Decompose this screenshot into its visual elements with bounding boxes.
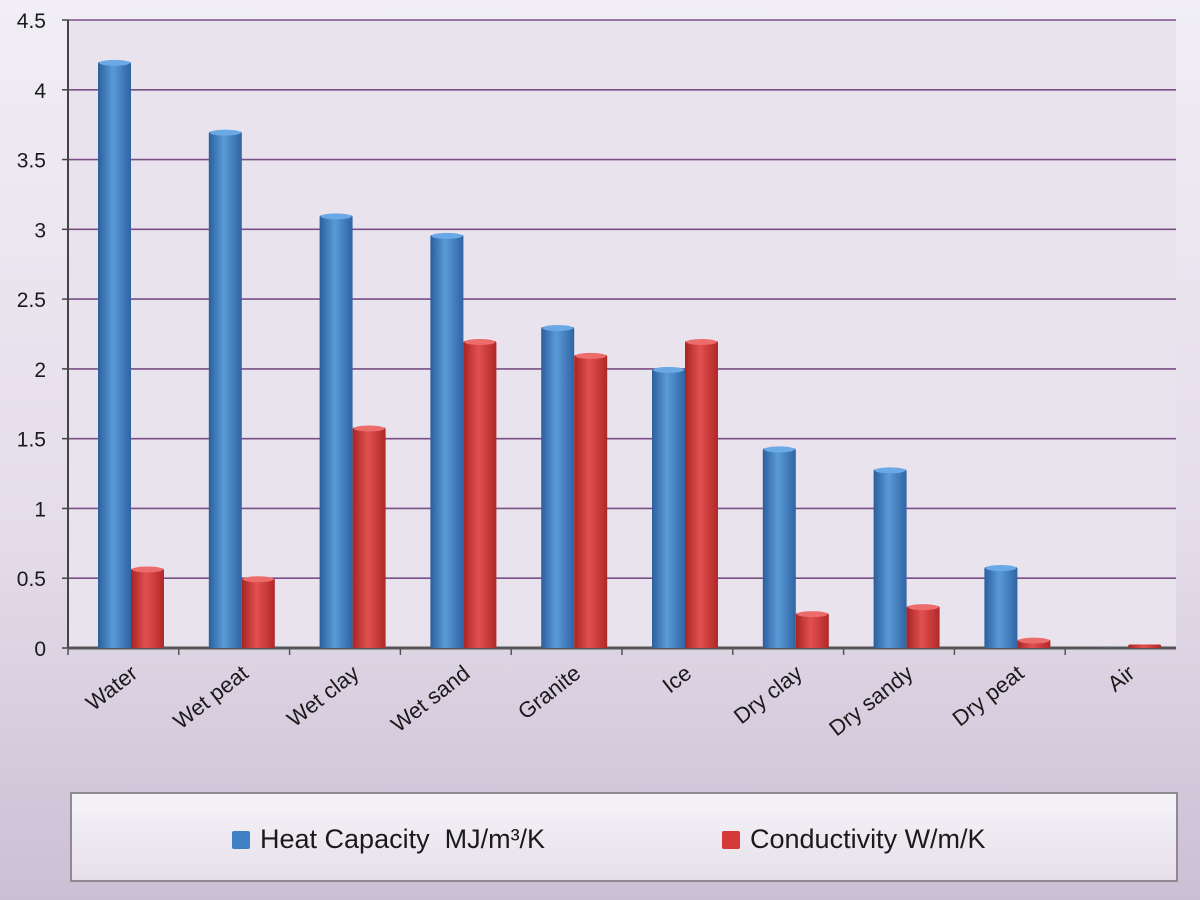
heat-capacity-bar: [430, 234, 464, 648]
y-tick-label: 0.5: [17, 568, 46, 591]
heat-capacity-bar-cap: [542, 325, 574, 332]
heat-capacity-bar: [208, 131, 242, 649]
conductivity-bar: [352, 427, 386, 648]
x-tick-label: Granite: [513, 660, 585, 724]
heat-capacity-bar-cap: [985, 565, 1017, 572]
legend-label-conductivity: Conductivity W/m/K: [750, 824, 986, 854]
x-tick-label: Water: [81, 660, 142, 715]
conductivity-bar: [463, 340, 497, 648]
heat-capacity-bar-cap: [874, 467, 906, 474]
conductivity-bar-cap: [353, 425, 385, 432]
heat-capacity-bar-cap: [763, 446, 795, 453]
heat-capacity-bar: [98, 61, 131, 649]
y-tick-label: 1: [34, 498, 46, 521]
heat-capacity-bar: [541, 327, 575, 648]
conductivity-bar-cap: [686, 338, 717, 345]
y-tick-label: 4: [34, 80, 46, 103]
legend: Heat Capacity MJ/m³/K Conductivity W/m/K: [70, 792, 1178, 882]
heat-capacity-bar: [984, 567, 1018, 648]
conductivity-bar-cap: [907, 604, 939, 611]
conductivity-bar-cap: [132, 566, 163, 573]
x-tick-label: Wet sand: [386, 660, 474, 737]
heat-capacity-bar-cap: [431, 232, 463, 239]
conductivity-bar-cap: [242, 576, 274, 583]
heat-capacity-bar-cap: [320, 213, 352, 220]
y-tick-label: 0: [34, 638, 46, 661]
conductivity-bar-cap: [796, 611, 828, 618]
x-tick-label: Ice: [658, 660, 697, 698]
x-tick-label: Wet peat: [168, 660, 252, 734]
conductivity-bar-cap: [464, 338, 496, 345]
x-tick-label: Dry clay: [729, 660, 807, 729]
legend-label-heat-capacity: Heat Capacity MJ/m³/K: [260, 824, 546, 854]
plot-area: [68, 20, 1176, 648]
x-tick-label: Air: [1103, 660, 1140, 696]
conductivity-bar-cap: [1018, 637, 1050, 644]
conductivity-bar: [906, 606, 940, 648]
y-tick-label: 1.5: [17, 429, 46, 452]
conductivity-bar-cap: [575, 352, 607, 359]
heat-capacity-bar: [873, 469, 907, 648]
y-tick-label: 2.5: [17, 289, 46, 312]
heat-capacity-bar: [762, 448, 796, 648]
x-tick-label: Dry sandy: [824, 660, 917, 741]
bars: [98, 59, 1162, 649]
conductivity-bar: [131, 568, 164, 648]
x-tick-label: Wet clay: [282, 660, 364, 731]
conductivity-bar: [1128, 644, 1162, 648]
heat-capacity-bar-cap: [99, 59, 130, 66]
heat-capacity-bar: [319, 215, 353, 648]
legend-swatch-heat-capacity: [232, 830, 250, 849]
y-tick-label: 4.5: [17, 10, 46, 33]
heat-capacity-bar-cap: [209, 129, 241, 136]
legend-item-heat-capacity: Heat Capacity MJ/m³/K: [232, 824, 545, 855]
conductivity-bar: [574, 354, 608, 648]
heat-capacity-bar-cap: [653, 366, 684, 373]
conductivity-bar: [795, 613, 829, 648]
legend-swatch-conductivity: [722, 830, 740, 849]
conductivity-bar: [685, 340, 718, 648]
heat-capacity-bar: [652, 368, 685, 648]
legend-item-conductivity: Conductivity W/m/K: [722, 824, 986, 855]
y-tick-label: 3: [34, 219, 46, 242]
x-tick-label: Dry peat: [948, 660, 1029, 731]
conductivity-bar: [241, 578, 275, 648]
y-tick-label: 2: [34, 359, 46, 382]
y-tick-label: 3.5: [17, 150, 46, 173]
